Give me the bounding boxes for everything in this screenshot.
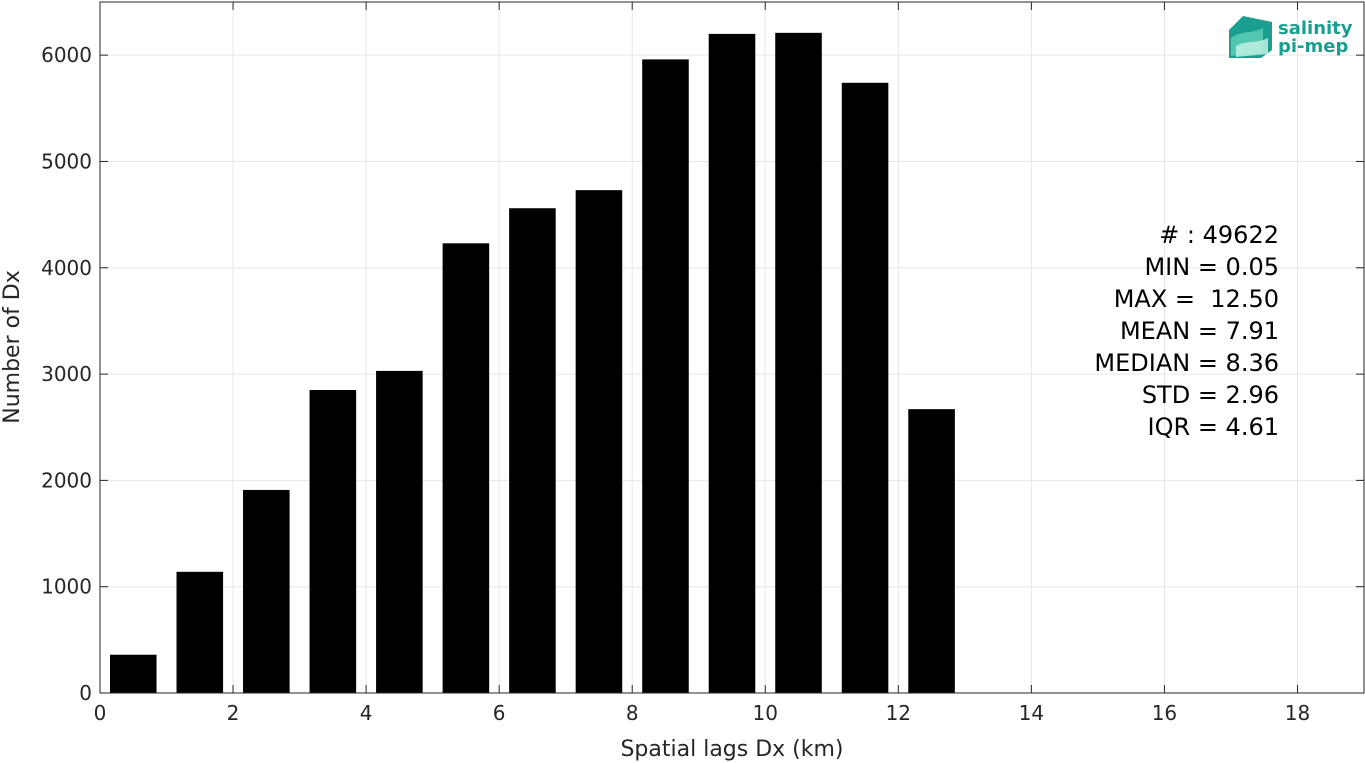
logo-mark-icon	[1229, 16, 1272, 58]
statistic-line: MEDIAN = 8.36	[1094, 349, 1279, 377]
plot-area-frame	[99, 1, 1365, 694]
statistic-line: MAX = 12.50	[1114, 285, 1279, 313]
x-tick-label: 0	[94, 701, 107, 725]
salinity-pi-mep-logo: salinity pi-mep	[1229, 16, 1353, 58]
x-tick-label: 10	[753, 701, 778, 725]
y-axis-ticks: 0 1000 2000 3000 4000 5000 6000	[41, 43, 1364, 705]
histogram-bar	[642, 59, 689, 694]
y-tick-label: 3000	[41, 362, 92, 386]
histogram-bar	[376, 370, 423, 693]
x-tick-label: 12	[886, 701, 911, 725]
histogram-bar	[309, 390, 357, 693]
x-tick-label: 2	[227, 701, 240, 725]
histogram-bar	[109, 654, 157, 693]
histogram-bar	[775, 32, 822, 694]
y-tick-label: 2000	[41, 468, 92, 492]
statistic-line: STD = 2.96	[1142, 381, 1279, 409]
x-axis-label: Spatial lags Dx (km)	[620, 737, 843, 762]
x-tick-label: 8	[626, 701, 639, 725]
logo-text-salinity: salinity	[1278, 18, 1353, 39]
histogram-bar	[708, 33, 756, 693]
x-tick-label: 4	[360, 701, 373, 725]
histogram-bar	[509, 208, 556, 693]
statistic-line: IQR = 4.61	[1148, 413, 1279, 441]
x-tick-label: 14	[1019, 701, 1044, 725]
statistic-line: # : 49622	[1159, 221, 1279, 249]
y-tick-label: 5000	[41, 149, 92, 173]
statistic-line: MIN = 0.05	[1144, 253, 1279, 281]
statistic-line: MEAN = 7.91	[1120, 317, 1279, 345]
histogram-bar	[908, 409, 955, 693]
logo-text-pi-mep: pi-mep	[1278, 36, 1348, 57]
histogram-bar	[243, 489, 290, 693]
x-tick-label: 6	[493, 701, 506, 725]
y-axis-label: Number of Dx	[0, 270, 25, 424]
bars	[109, 32, 955, 694]
x-tick-label: 18	[1285, 701, 1310, 725]
y-tick-label: 0	[79, 681, 92, 705]
y-tick-label: 6000	[41, 43, 92, 67]
statistics-annotation: # : 49622 MIN = 0.05 MAX = 12.50 MEAN = 7.9…	[1094, 221, 1279, 441]
histogram-bar	[575, 190, 623, 693]
histogram-bar	[176, 571, 224, 693]
histogram-bar	[442, 243, 490, 693]
x-axis-ticks: 0 2 4 6 8 10 12 14 16 18	[94, 2, 1310, 725]
x-tick-label: 16	[1152, 701, 1177, 725]
y-tick-label: 4000	[41, 256, 92, 280]
y-tick-label: 1000	[41, 575, 92, 599]
histogram-bar	[841, 82, 889, 694]
